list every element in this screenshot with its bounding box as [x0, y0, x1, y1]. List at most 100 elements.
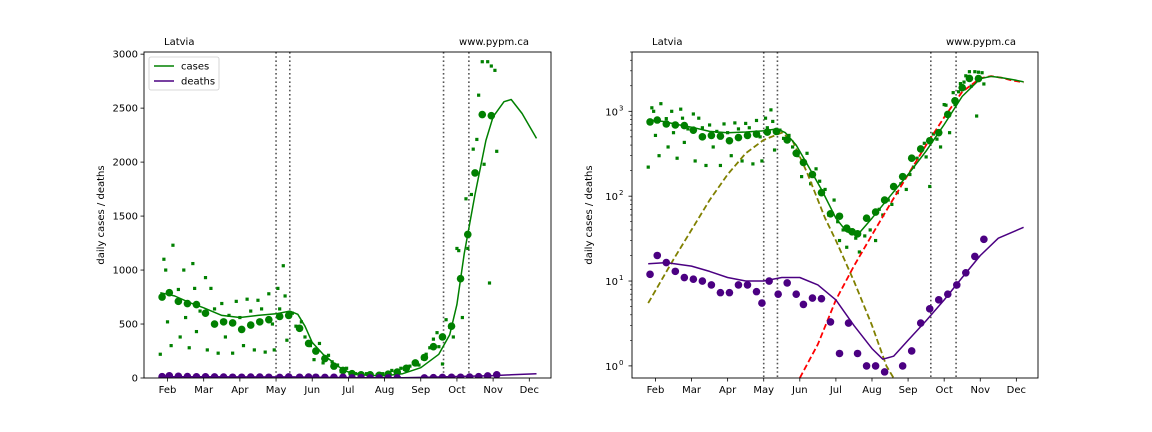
daily-case-point-63	[874, 238, 878, 243]
daily-case-point-43	[787, 133, 791, 138]
daily-case-point-68	[417, 363, 421, 367]
weekly-case-point-0	[158, 293, 166, 301]
daily-case-point-71	[908, 172, 912, 177]
daily-case-point-16	[693, 159, 697, 163]
weekly-case-point-29	[898, 172, 907, 181]
weekly-death-point-12	[752, 287, 761, 296]
y-tick-label-1: 10	[605, 277, 618, 288]
daily-case-point-46	[800, 175, 804, 179]
daily-case-point-75	[440, 362, 445, 366]
daily-case-point-32	[751, 162, 755, 166]
daily-case-point-79	[935, 137, 939, 141]
daily-case-point-73	[435, 331, 439, 335]
weekly-death-point-21	[348, 374, 356, 378]
daily-case-point-93	[975, 114, 979, 118]
daily-case-point-91	[487, 281, 492, 285]
x-tick-label-2: Apr	[719, 385, 737, 396]
x-tick-label-5: Jul	[341, 385, 354, 396]
weekly-death-point-20	[339, 373, 347, 378]
daily-case-point-8	[670, 109, 674, 113]
daily-case-point-8	[182, 268, 186, 272]
daily-case-point-73	[915, 156, 919, 160]
weekly-case-point-16	[792, 149, 801, 158]
y-tick-label-4: 2000	[113, 158, 138, 169]
weekly-death-point-22	[357, 373, 365, 378]
weekly-case-point-19	[330, 362, 338, 370]
daily-case-point-11	[191, 261, 195, 266]
daily-case-point-14	[686, 127, 690, 131]
weekly-case-point-26	[871, 208, 880, 216]
weekly-case-point-2	[174, 297, 183, 306]
weekly-case-point-28	[889, 182, 898, 191]
weekly-case-point-32	[925, 136, 934, 145]
daily-case-point-83	[466, 246, 470, 251]
weekly-case-point-27	[880, 196, 889, 204]
weekly-death-point-32	[465, 373, 474, 378]
daily-case-point-35	[760, 159, 764, 163]
plot-data	[158, 52, 538, 378]
daily-case-point-37	[278, 307, 282, 311]
daily-case-point-53	[832, 198, 836, 202]
daily-case-point-88	[962, 80, 966, 84]
daily-case-point-30	[744, 121, 748, 126]
daily-case-point-21	[711, 145, 715, 149]
weekly-case-point-11	[255, 318, 264, 326]
daily-case-point-60	[857, 250, 861, 254]
weekly-case-point-18	[321, 354, 329, 363]
weekly-case-point-24	[853, 230, 862, 238]
weekly-death-point-24	[853, 349, 862, 358]
daily-case-point-27	[733, 121, 737, 125]
daily-case-point-85	[471, 147, 475, 151]
daily-case-point-38	[769, 108, 773, 112]
daily-case-point-93	[493, 68, 497, 72]
daily-case-point-87	[477, 93, 481, 97]
daily-case-point-48	[321, 361, 325, 365]
daily-case-point-36	[276, 286, 280, 291]
weekly-death-point-27	[880, 368, 889, 376]
weekly-case-point-3	[671, 121, 680, 129]
daily-case-point-91	[969, 84, 973, 88]
weekly-death-point-19	[808, 294, 817, 302]
daily-case-point-17	[209, 286, 213, 291]
daily-case-point-56	[841, 228, 845, 232]
daily-case-point-31	[259, 307, 264, 311]
weekly-death-point-20	[817, 294, 826, 303]
daily-case-point-55	[837, 238, 842, 243]
weekly-case-point-33	[456, 274, 465, 283]
daily-case-point-78	[451, 335, 455, 339]
daily-case-point-2	[652, 109, 656, 113]
daily-case-point-76	[444, 318, 448, 322]
daily-case-point-13	[194, 329, 199, 334]
x-tick-label-4: Jun	[791, 385, 808, 396]
daily-case-point-6	[664, 117, 668, 121]
daily-case-point-49	[814, 167, 818, 171]
country-label: Latvia	[164, 37, 194, 48]
x-tick-label-1: Mar	[682, 385, 702, 396]
weekly-death-point-7	[219, 373, 228, 378]
weekly-death-point-2	[174, 372, 183, 378]
daily-case-point-27	[245, 297, 249, 301]
daily-case-point-1	[162, 257, 166, 261]
daily-case-point-19	[216, 351, 220, 355]
country-label: Latvia	[652, 37, 682, 48]
weekly-death-point-24	[375, 374, 383, 378]
y-tick-exponent-2: 2	[619, 189, 623, 197]
daily-case-point-92	[973, 70, 977, 74]
weekly-death-point-5	[201, 373, 210, 378]
daily-case-point-28	[249, 309, 253, 313]
daily-case-point-13	[682, 140, 686, 145]
weekly-death-point-22	[835, 349, 844, 358]
x-tick-label-7: Sep	[899, 385, 918, 396]
daily-case-point-18	[212, 307, 217, 311]
weekly-case-point-1	[653, 116, 662, 124]
weekly-case-point-13	[275, 312, 284, 321]
daily-case-point-84	[951, 91, 955, 95]
daily-case-point-15	[691, 112, 695, 116]
weekly-death-point-23	[844, 319, 853, 327]
daily-case-point-59	[854, 236, 858, 240]
x-tick-label-9: Nov	[970, 385, 990, 396]
weekly-case-point-25	[862, 214, 871, 223]
daily-case-point-53	[344, 366, 349, 370]
weekly-death-point-8	[228, 373, 237, 378]
